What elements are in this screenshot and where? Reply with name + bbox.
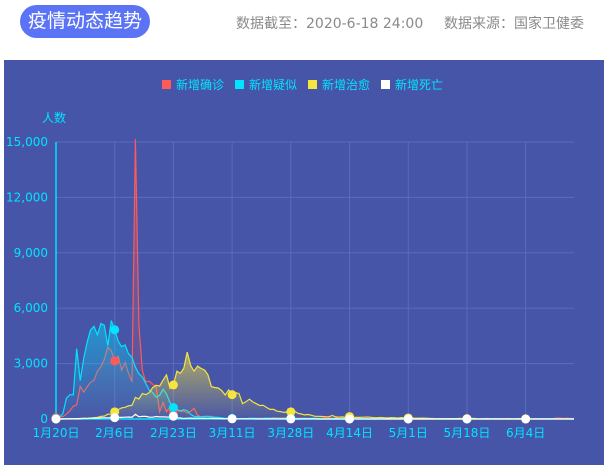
page-title: 疫情动态趋势 (20, 5, 150, 38)
legend-swatch (308, 80, 317, 89)
x-tick-label: 5月1日 (389, 426, 428, 440)
y-tick-label: 6,000 (14, 301, 48, 315)
y-tick-label: 3,000 (14, 357, 48, 371)
legend-label-1: 新增疑似 (249, 77, 297, 92)
data-point-3 (345, 414, 355, 424)
x-tick-label: 2月23日 (150, 426, 197, 440)
data-source: 数据来源：国家卫健委 (444, 16, 584, 32)
legend-swatch (235, 80, 244, 89)
legend-label-2: 新增治愈 (322, 77, 370, 92)
series-line-3 (55, 413, 574, 420)
legend-label-0: 新增确诊 (176, 77, 224, 92)
x-tick-label: 6月4日 (506, 426, 545, 440)
data-point-3 (168, 411, 178, 421)
x-tick-label: 1月20日 (33, 426, 80, 440)
data-point-3 (286, 414, 296, 424)
x-tick-label: 4月14日 (326, 426, 373, 440)
data-point-2 (168, 380, 178, 390)
series-area-2 (56, 352, 574, 419)
y-tick-label: 12,000 (6, 190, 48, 204)
x-tick-label: 3月28日 (267, 426, 314, 440)
data-point-1 (110, 325, 120, 335)
data-point-1 (168, 403, 178, 413)
data-point-2 (286, 407, 296, 417)
data-point-3 (51, 414, 61, 424)
legend-swatch (162, 80, 171, 89)
x-tick-label: 3月11日 (209, 426, 256, 440)
y-tick-label: 9,000 (14, 246, 48, 260)
legend-label-3: 新增死亡 (395, 77, 443, 92)
x-tick-label: 5月18日 (443, 426, 490, 440)
y-tick-label: 15,000 (6, 135, 48, 149)
data-point-3 (462, 414, 472, 424)
data-point-3 (403, 414, 413, 424)
data-point-3 (110, 413, 120, 423)
data-point-3 (227, 414, 237, 424)
data-point-0 (110, 356, 120, 366)
data-point-3 (521, 414, 531, 424)
y-axis-title: 人数 (42, 110, 66, 125)
x-tick-label: 2月6日 (95, 426, 134, 440)
series-area-1 (56, 320, 574, 419)
legend-swatch (381, 80, 390, 89)
data-updated-time: 数据截至：2020-6-18 24:00 (236, 16, 424, 32)
y-tick-label: 0 (40, 412, 48, 426)
data-point-2 (227, 390, 237, 400)
